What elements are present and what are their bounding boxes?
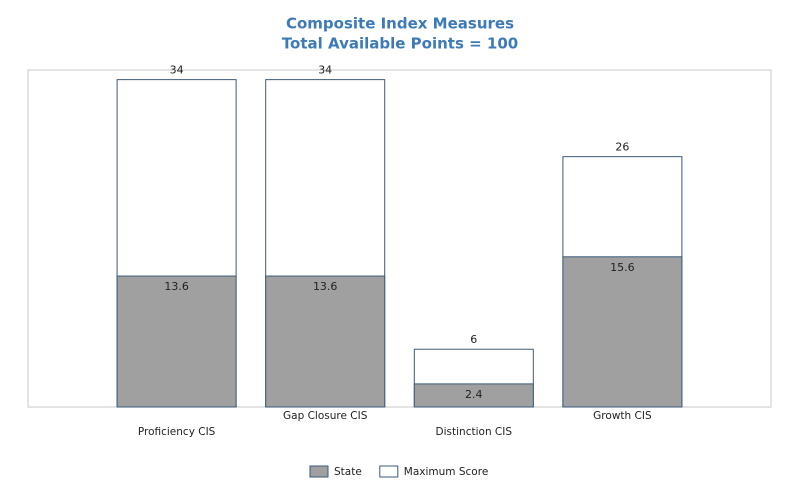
x-tick-label: Gap Closure CIS [283, 410, 368, 422]
data-label: 6 [470, 333, 477, 346]
data-label: 26 [615, 141, 629, 154]
plot-area [27, 69, 772, 408]
chart-title: Composite Index Measures [286, 15, 514, 33]
chart-subtitle: Total Available Points = 100 [282, 35, 518, 53]
data-label: 15.6 [610, 261, 635, 274]
x-tick-label: Distinction CIS [436, 426, 513, 438]
legend-label: State [334, 466, 362, 478]
legend-label: Maximum Score [404, 466, 488, 478]
data-label: 2.4 [465, 388, 483, 401]
bar [116, 275, 237, 408]
data-label: 13.6 [164, 280, 189, 293]
data-label: 34 [170, 64, 184, 77]
bar [562, 256, 683, 408]
bar [265, 275, 386, 408]
legend-swatch [309, 465, 329, 478]
data-label: 13.6 [313, 280, 338, 293]
data-label: 34 [318, 64, 332, 77]
bar [413, 383, 534, 408]
x-tick-label: Growth CIS [593, 410, 652, 422]
x-tick-label: Proficiency CIS [138, 426, 216, 438]
legend-swatch [379, 465, 399, 478]
